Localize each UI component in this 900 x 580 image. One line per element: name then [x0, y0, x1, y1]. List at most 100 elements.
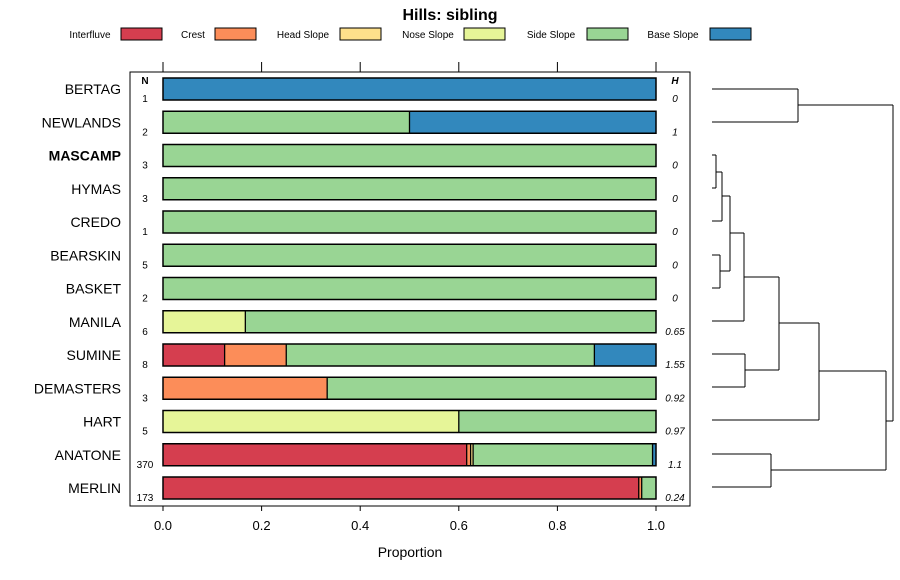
legend-swatch	[214, 27, 257, 41]
bar-segment	[163, 111, 410, 134]
bars	[162, 77, 657, 500]
row-label: MASCAMP	[49, 148, 121, 164]
row-n-value: 3	[142, 161, 148, 172]
bar-segment	[466, 443, 471, 466]
bar-outline	[162, 376, 657, 400]
row-label: MERLIN	[68, 480, 121, 496]
bar-segment	[638, 477, 642, 499]
row-h-value: 0	[672, 194, 678, 205]
row-n-value: 6	[142, 327, 148, 338]
h-column-header: H	[671, 76, 679, 87]
row-label: BASKET	[66, 281, 122, 297]
x-tick-label: 0.6	[450, 518, 468, 533]
x-tick-label: 0.8	[548, 518, 566, 533]
bar-outline	[162, 476, 657, 500]
legend-swatch	[463, 27, 506, 41]
bar-outline	[162, 143, 657, 168]
x-tick-label: 1.0	[647, 518, 665, 533]
legend-label: Base Slope	[647, 30, 699, 41]
row-h-value: 0	[672, 260, 678, 271]
row-label: ANATONE	[55, 447, 121, 463]
bar-segment	[163, 244, 656, 267]
row-n-value: 5	[142, 260, 148, 271]
bar-outline	[162, 409, 657, 434]
bar-outline	[162, 110, 657, 134]
row-n-value: 2	[142, 127, 148, 138]
legend-swatch	[339, 27, 382, 41]
bar-outline	[162, 343, 657, 367]
bar-segment	[163, 277, 656, 300]
bar-segment	[458, 410, 656, 433]
bar-outline	[162, 177, 657, 201]
x-tick-label: 0.0	[154, 518, 172, 533]
row-label: SUMINE	[67, 347, 121, 363]
x-tick-label: 0.2	[253, 518, 271, 533]
row-h-value: 1.1	[668, 460, 682, 471]
bar-segment	[163, 410, 459, 433]
legend: Interfluve Crest Head Slope Nose Slope Side …	[69, 27, 752, 41]
x-axis: 0.0 0.2 0.4 0.6 0.8 1.0	[154, 62, 665, 533]
bar-segment	[163, 477, 639, 499]
row-h-value: 0.97	[665, 427, 685, 438]
bar-segment	[641, 477, 656, 499]
bar-segment	[163, 211, 656, 233]
bar-segment	[163, 78, 656, 100]
bar-segment	[470, 443, 474, 466]
row-label: HYMAS	[71, 181, 121, 197]
row-n-value: 3	[142, 194, 148, 205]
row-h-value: 0.92	[665, 393, 685, 404]
bar-segment	[163, 144, 656, 167]
row-n-value: 1	[142, 94, 148, 105]
n-column-header: N	[141, 76, 148, 87]
bar-outline	[162, 77, 657, 101]
legend-swatch	[709, 27, 752, 41]
row-h-value: 0.24	[665, 493, 685, 504]
row-h-value: 0	[672, 161, 678, 172]
row-n-value: 8	[142, 360, 148, 371]
x-axis-label: Proportion	[378, 544, 443, 560]
bar-segment	[652, 443, 657, 466]
bar-segment	[163, 443, 467, 466]
legend-swatch	[120, 27, 163, 41]
row-n-value: 370	[137, 460, 154, 471]
row-h-value: 1.55	[665, 360, 685, 371]
row-h-value: 0.65	[665, 327, 685, 338]
bar-segment	[327, 377, 656, 400]
legend-label: Head Slope	[277, 30, 330, 41]
bar-segment	[473, 443, 653, 466]
row-n-value: 1	[142, 227, 148, 238]
x-tick-label: 0.4	[351, 518, 369, 533]
row-labels: BERTAG 1 0 NEWLANDS 2 1 MASCAMP 3 0 HYMAS 3 0 CREDO 1…	[34, 81, 685, 504]
bar-segment	[224, 344, 287, 366]
row-label: CREDO	[70, 214, 121, 230]
bar-outline	[162, 310, 657, 334]
row-label: NEWLANDS	[42, 114, 121, 130]
row-n-value: 3	[142, 393, 148, 404]
legend-label: Crest	[181, 30, 205, 41]
chart-title: Hills: sibling	[402, 7, 497, 24]
row-label: BEARSKIN	[50, 247, 121, 263]
row-label: HART	[83, 414, 121, 430]
bar-segment	[594, 344, 656, 366]
row-n-value: 2	[142, 294, 148, 305]
legend-label: Interfluve	[69, 30, 111, 41]
bar-segment	[286, 344, 595, 366]
bar-segment	[163, 377, 328, 400]
legend-label: Nose Slope	[402, 30, 454, 41]
row-h-value: 0	[672, 294, 678, 305]
row-h-value: 0	[672, 227, 678, 238]
row-n-value: 5	[142, 427, 148, 438]
row-h-value: 1	[672, 127, 678, 138]
row-n-value: 173	[137, 493, 154, 504]
bar-outline	[162, 210, 657, 234]
row-label: DEMASTERS	[34, 380, 121, 396]
bar-segment	[409, 111, 656, 134]
bar-segment	[163, 177, 656, 200]
row-label: MANILA	[69, 314, 122, 330]
row-h-value: 0	[672, 94, 678, 105]
row-label: BERTAG	[65, 81, 121, 97]
bar-outline	[162, 243, 657, 267]
plot-frame	[129, 71, 691, 507]
legend-label: Side Slope	[527, 30, 576, 41]
legend-swatch	[586, 27, 629, 41]
